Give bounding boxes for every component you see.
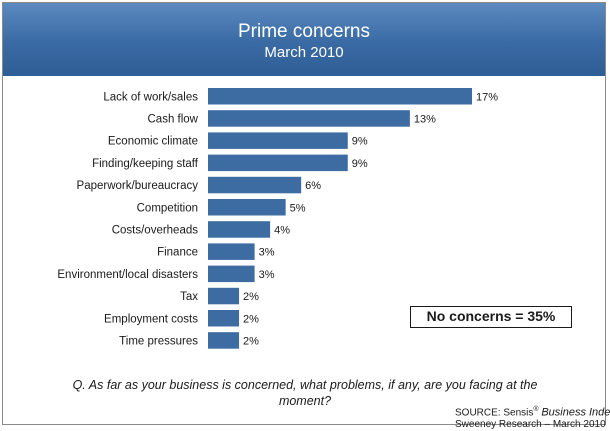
chart-frame: Prime concerns March 2010 [2,2,606,425]
value-label: 4% [274,224,290,236]
source-credit: SOURCE: Sensis® Business Index Sweeney R… [455,404,610,431]
value-label: 9% [352,158,368,170]
category-label: Economic climate [108,136,198,148]
value-label: 2% [243,313,259,325]
category-label: Paperwork/bureaucracy [77,180,199,192]
category-label: Finding/keeping staff [92,158,199,170]
category-label: Lack of work/sales [103,91,198,103]
value-label: 17% [476,91,498,103]
category-label: Finance [157,247,198,259]
bar [208,88,472,105]
bar [208,310,240,327]
value-label: 13% [414,113,436,125]
bar [208,110,410,127]
source-line-2: Sweeney Research – March 2010 [455,419,606,431]
chart-subtitle: March 2010 [264,44,344,61]
value-label: 3% [259,269,275,281]
bar [208,243,255,260]
chart-title: Prime concerns [238,21,370,42]
value-label: 2% [243,335,259,347]
source-prefix: SOURCE: Sensis [455,407,534,419]
category-label: Cash flow [148,113,199,125]
source-publication: Business Index [541,406,610,419]
category-label: Tax [180,291,198,303]
value-label: 9% [352,136,368,148]
category-label: Competition [137,202,198,214]
category-label: Costs/overheads [112,224,199,236]
bar [208,287,240,305]
bar [208,176,302,194]
category-label: Time pressures [119,335,198,347]
chart-header: Prime concerns March 2010 [3,3,605,76]
bar [208,265,255,283]
survey-question: Q. As far as your business is concerned,… [72,378,538,408]
bar [208,199,286,216]
no-concerns-note: No concerns = 35% [410,306,572,328]
value-label: 6% [305,180,321,192]
bar [208,332,240,349]
bar [208,154,348,172]
value-label: 3% [259,247,275,259]
source-line-1: SOURCE: Sensis® Business Index [455,404,610,419]
value-label: 5% [290,202,306,214]
value-label: 2% [243,291,259,303]
bar [208,221,271,238]
registered-mark: ® [533,406,539,413]
bar [208,132,348,149]
category-label: Employment costs [104,313,198,325]
category-label: Environment/local disasters [57,269,198,281]
